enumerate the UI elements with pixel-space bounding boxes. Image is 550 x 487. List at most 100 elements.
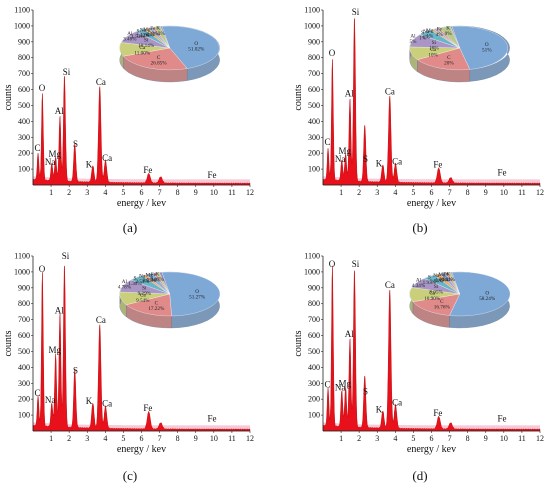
x-tick-label: 11 <box>228 434 236 443</box>
y-tick-label: 100 <box>308 165 320 174</box>
x-tick-label: 2 <box>67 188 71 197</box>
x-tick-label: 8 <box>176 188 180 197</box>
peak-label: C <box>35 143 41 153</box>
pie-label-value: 2.22% <box>146 32 160 38</box>
pie-label-value: 1.30% <box>128 281 142 287</box>
peak-label: Al <box>345 89 354 99</box>
x-tick-label: 8 <box>466 188 470 197</box>
y-axis-label: counts <box>3 84 14 110</box>
pie-label-value: 0% <box>445 31 453 37</box>
pie-label-name: O <box>485 42 489 48</box>
peak-label: O <box>39 83 46 93</box>
x-tick-label: 1 <box>49 188 53 197</box>
pie-slice-c <box>125 293 172 317</box>
y-tick-label: 1000 <box>304 21 320 30</box>
panel-caption: (b) <box>412 220 427 235</box>
y-tick-label: 800 <box>18 299 30 308</box>
pie-label-value: 8.05% <box>429 289 443 295</box>
x-tick-label: 11 <box>518 434 526 443</box>
pie-slice-k <box>450 272 460 295</box>
x-tick-label: 3 <box>85 188 89 197</box>
pie-label-name: Mg <box>438 272 446 278</box>
pie-slice-k <box>158 272 170 295</box>
x-tick-label: 1 <box>49 434 53 443</box>
y-tick-label: 900 <box>18 37 30 46</box>
y-tick-label: 200 <box>18 395 30 404</box>
y-tick-label: 700 <box>18 315 30 324</box>
y-axis-label: counts <box>3 330 14 356</box>
y-tick-label: 900 <box>308 37 320 46</box>
y-tick-label: 300 <box>308 133 320 142</box>
pie-label-name: Fe <box>437 27 443 33</box>
pie-label-name: Mg <box>146 273 154 279</box>
x-tick-label: 10 <box>500 188 508 197</box>
y-tick-label: 800 <box>18 53 30 62</box>
x-tick-label: 1 <box>339 188 343 197</box>
x-tick-label: 7 <box>448 434 452 443</box>
panel-caption: (c) <box>123 468 137 483</box>
y-tick-label: 400 <box>308 363 320 372</box>
pie-label-name: K <box>446 26 450 32</box>
pie-slice-c <box>416 47 471 71</box>
pie-label-name: Ca <box>430 47 436 53</box>
pie-label-value: 10% <box>428 53 438 59</box>
pie-label-value: 51.02% <box>188 46 205 52</box>
x-tick-label: 5 <box>411 434 415 443</box>
x-tick-label: 6 <box>430 434 434 443</box>
peak-label: Mg <box>48 149 61 159</box>
pie-label-name: Fe <box>151 272 157 278</box>
x-tick-label: 9 <box>484 434 488 443</box>
pie-slice-o <box>451 25 508 70</box>
y-tick-label: 900 <box>308 283 320 292</box>
pie-label-name: S <box>137 29 140 35</box>
x-axis-label: energy / kev <box>407 444 456 455</box>
peak-label: Fe <box>208 170 217 180</box>
y-tick-label: 200 <box>18 149 30 158</box>
pie-label-value: 1.84% <box>430 278 444 284</box>
pie-label-name: Si <box>432 40 437 46</box>
pie-label-name: Si <box>434 284 439 290</box>
peak-label: Fe <box>143 165 152 175</box>
pie-label-name: K <box>446 272 450 278</box>
pie-label-name: Ca <box>140 293 146 299</box>
x-tick-label: 8 <box>466 434 470 443</box>
x-tick-label: 12 <box>536 188 544 197</box>
y-tick-label: 400 <box>308 117 320 126</box>
peak-label: Si <box>352 7 360 17</box>
peak-label: S <box>363 154 368 164</box>
pie-label-value: 1.53% <box>131 34 145 40</box>
pie-label-value: 11.00% <box>134 50 150 56</box>
x-tick-label: 2 <box>357 434 361 443</box>
peak-label: Fe <box>498 413 507 423</box>
x-tick-label: 2 <box>67 434 71 443</box>
pie-slice-o <box>161 271 221 317</box>
y-tick-label: 500 <box>308 101 320 110</box>
pie-label-value: 4.34% <box>412 283 426 289</box>
y-tick-label: 700 <box>308 69 320 78</box>
pie-label-name: C <box>157 55 161 61</box>
peak-label: Na <box>335 382 346 392</box>
pie-label-name: Al <box>127 31 133 37</box>
x-axis-label: energy / kev <box>407 198 456 209</box>
peak-label: Al <box>55 305 64 315</box>
pie-label-name: Si <box>142 285 147 291</box>
peak-label: S <box>363 386 368 396</box>
pie-slice-o <box>449 271 511 317</box>
pie-label-value: 0.41% <box>442 277 456 283</box>
x-tick-label: 7 <box>158 188 162 197</box>
x-tick-label: 1 <box>339 434 343 443</box>
x-tick-label: 4 <box>103 188 107 197</box>
pie-label-value: 4% <box>436 32 444 38</box>
pie-label-name: C <box>155 301 159 307</box>
peak-label: Mg <box>338 378 351 388</box>
x-tick-label: 10 <box>210 188 218 197</box>
y-tick-label: 700 <box>18 69 30 78</box>
x-tick-label: 12 <box>246 188 254 197</box>
x-tick-label: 3 <box>375 434 379 443</box>
y-tick-label: 700 <box>308 315 320 324</box>
spectrum-line <box>32 76 251 186</box>
pie-label-value: 58.24% <box>479 296 496 302</box>
pie-label-value: 1.00% <box>140 32 154 38</box>
pie-chart: O51.27% C17.22% Ca9.54% Si9.29% Al4.78%S1.30… <box>118 271 221 329</box>
